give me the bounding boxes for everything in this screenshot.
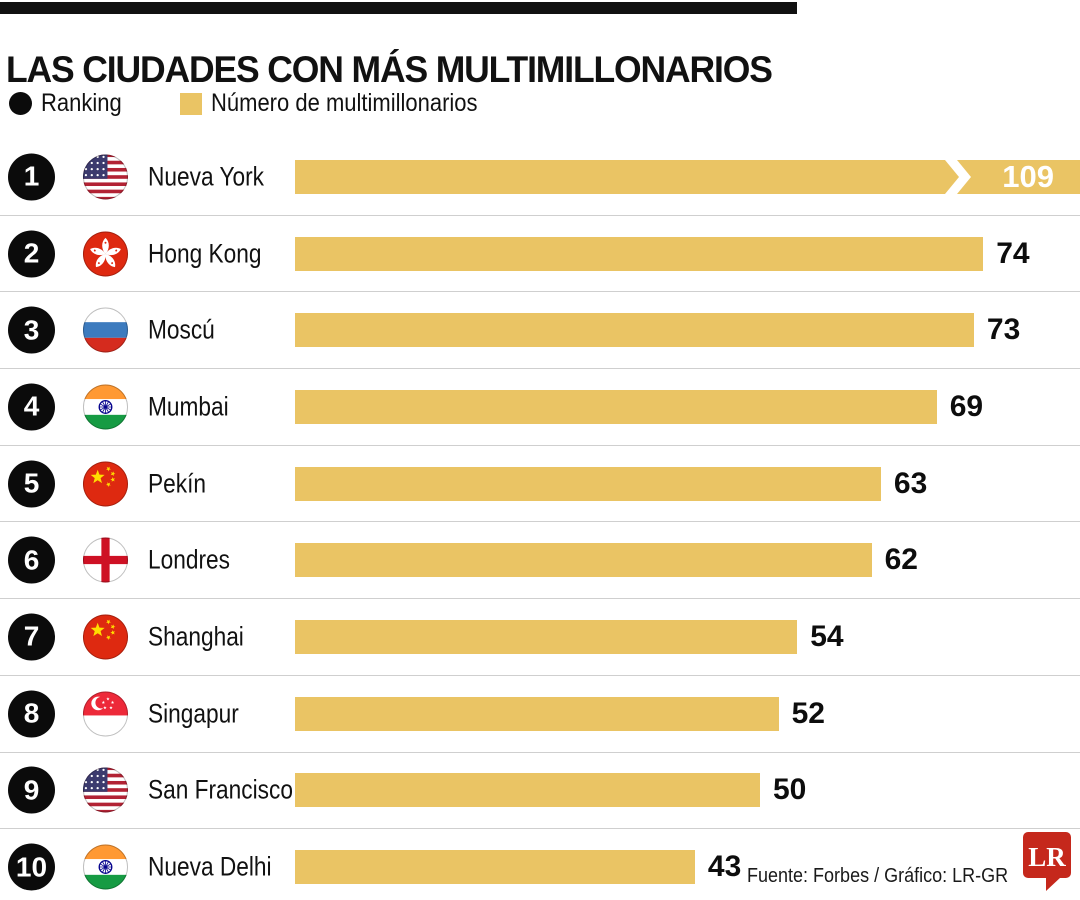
value-label: 62 bbox=[884, 543, 918, 577]
value-bar bbox=[295, 236, 984, 271]
value-label: 74 bbox=[996, 236, 1030, 270]
city-label: Shanghai bbox=[148, 621, 244, 652]
value-bar bbox=[295, 543, 872, 578]
ranking-legend-dot-icon bbox=[9, 92, 32, 115]
value-bar bbox=[295, 696, 779, 731]
value-bar bbox=[295, 850, 695, 885]
footer: Fuente: Forbes / Gráfico: LR-GR LR bbox=[718, 831, 1072, 892]
flag-cn-icon bbox=[82, 613, 129, 660]
flag-in-icon bbox=[82, 844, 129, 891]
value-label: 50 bbox=[773, 773, 807, 807]
table-row: 8 Singapur 52 bbox=[0, 676, 1080, 753]
svg-text:LR: LR bbox=[1028, 842, 1066, 872]
rank-badge: 9 bbox=[8, 766, 55, 814]
lr-logo-icon: LR bbox=[1022, 831, 1072, 892]
city-label: Nueva Delhi bbox=[148, 851, 272, 882]
rank-badge: 5 bbox=[8, 460, 55, 508]
bar-track: 43 bbox=[295, 850, 1080, 885]
value-bar bbox=[295, 313, 974, 348]
rank-badge: 3 bbox=[8, 306, 55, 354]
flag-us-icon bbox=[82, 153, 129, 200]
flag-ru-icon bbox=[82, 307, 129, 354]
city-label: Moscú bbox=[148, 314, 215, 345]
value-label: 69 bbox=[949, 389, 984, 423]
bar-track: 52 bbox=[295, 696, 1080, 731]
city-label: Nueva York bbox=[148, 161, 265, 192]
value-label: 43 bbox=[707, 850, 742, 884]
rank-badge: 2 bbox=[8, 230, 55, 278]
flag-us-icon bbox=[82, 767, 129, 814]
city-label: Mumbai bbox=[148, 391, 229, 422]
city-label: Londres bbox=[148, 544, 230, 575]
flag-en-icon bbox=[82, 537, 129, 584]
rank-badge: 4 bbox=[8, 383, 55, 431]
value-bar bbox=[295, 773, 760, 808]
bar-legend-label: Número de multimillonarios bbox=[210, 89, 478, 117]
rank-badge: 7 bbox=[8, 613, 55, 661]
table-row: 1 Nueva York 109 bbox=[0, 139, 1080, 216]
flag-in-icon bbox=[82, 383, 129, 430]
rank-badge: 8 bbox=[8, 690, 55, 738]
rank-badge: 10 bbox=[8, 843, 55, 891]
city-label: San Francisco bbox=[148, 774, 293, 805]
bar-track: 69 bbox=[295, 389, 1080, 424]
legend: Ranking Número de multimillonarios bbox=[9, 89, 514, 118]
value-bar bbox=[295, 466, 881, 501]
value-label: 52 bbox=[791, 696, 825, 730]
table-row: 10 Nueva Delhi 43 bbox=[0, 829, 1080, 900]
value-bar bbox=[295, 389, 937, 424]
bar-track: 50 bbox=[295, 773, 1080, 808]
top-rule bbox=[0, 2, 797, 14]
table-row: 5 Pekín 63 bbox=[0, 446, 1080, 523]
bar-track: 73 bbox=[295, 313, 1080, 348]
source-credit: Fuente: Forbes / Gráfico: LR-GR bbox=[746, 865, 1008, 887]
bar-track: 109 bbox=[295, 158, 1080, 194]
table-row: 3 Moscú 73 bbox=[0, 292, 1080, 370]
value-label: 63 bbox=[893, 466, 928, 500]
table-row: 9 San Francisco 50 bbox=[0, 753, 1080, 830]
bar-track: 54 bbox=[295, 619, 1080, 654]
bar-track: 74 bbox=[295, 236, 1080, 271]
city-label: Hong Kong bbox=[148, 238, 262, 269]
flag-sg-icon bbox=[82, 690, 129, 737]
table-row: 2 Hong Kong 74 bbox=[0, 216, 1080, 293]
value-label: 73 bbox=[986, 313, 1021, 347]
ranking-legend-label: Ranking bbox=[41, 89, 122, 117]
value-label: 54 bbox=[810, 619, 844, 653]
chart-title: LAS CIUDADES CON MÁS MULTIMILLONARIOS bbox=[6, 48, 773, 90]
bar-chart: 1 Nueva York 109 2 Hong Kong 74 3 Moscú … bbox=[0, 139, 1080, 900]
table-row: 7 Shanghai 54 bbox=[0, 599, 1080, 676]
value-bar: 109 bbox=[295, 158, 1080, 194]
table-row: 6 Londres 62 bbox=[0, 522, 1080, 600]
rank-badge: 1 bbox=[8, 153, 55, 201]
bar-track: 63 bbox=[295, 466, 1080, 501]
flag-hk-icon bbox=[82, 230, 129, 277]
table-row: 4 Mumbai 69 bbox=[0, 369, 1080, 446]
value-bar bbox=[295, 619, 798, 654]
rank-badge: 6 bbox=[8, 536, 55, 584]
bar-legend-swatch-icon bbox=[179, 92, 202, 115]
city-label: Pekín bbox=[148, 468, 206, 499]
flag-cn-icon bbox=[82, 460, 129, 507]
bar-track: 62 bbox=[295, 543, 1080, 578]
city-label: Singapur bbox=[148, 698, 239, 729]
value-label: 109 bbox=[1002, 158, 1054, 194]
